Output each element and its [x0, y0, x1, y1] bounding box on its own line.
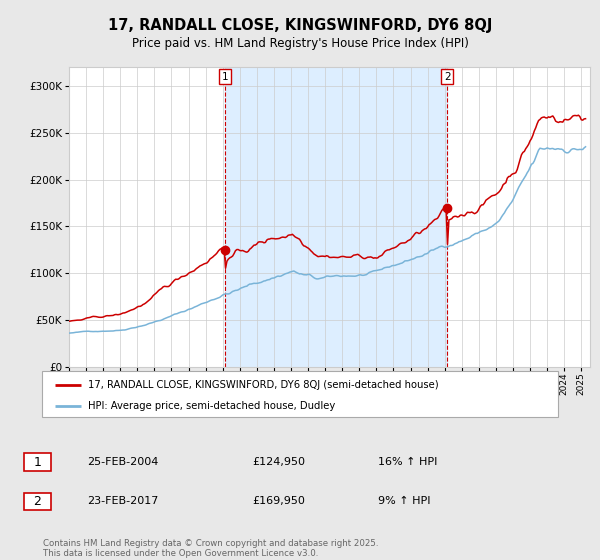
Text: 16% ↑ HPI: 16% ↑ HPI [378, 457, 437, 467]
Text: £169,950: £169,950 [252, 496, 305, 506]
Text: £124,950: £124,950 [252, 457, 305, 467]
FancyBboxPatch shape [23, 454, 50, 471]
Text: 9% ↑ HPI: 9% ↑ HPI [378, 496, 431, 506]
Text: Contains HM Land Registry data © Crown copyright and database right 2025.
This d: Contains HM Land Registry data © Crown c… [43, 539, 379, 558]
Text: Price paid vs. HM Land Registry's House Price Index (HPI): Price paid vs. HM Land Registry's House … [131, 37, 469, 50]
Text: 23-FEB-2017: 23-FEB-2017 [87, 496, 158, 506]
Text: 2: 2 [444, 72, 451, 82]
Text: 17, RANDALL CLOSE, KINGSWINFORD, DY6 8QJ: 17, RANDALL CLOSE, KINGSWINFORD, DY6 8QJ [108, 18, 492, 32]
Text: 17, RANDALL CLOSE, KINGSWINFORD, DY6 8QJ (semi-detached house): 17, RANDALL CLOSE, KINGSWINFORD, DY6 8QJ… [88, 380, 439, 390]
Text: 1: 1 [33, 456, 41, 469]
Text: 2: 2 [33, 495, 41, 508]
Text: HPI: Average price, semi-detached house, Dudley: HPI: Average price, semi-detached house,… [88, 401, 335, 410]
FancyBboxPatch shape [42, 371, 558, 417]
Text: 1: 1 [222, 72, 229, 82]
Bar [225, 67, 447, 367]
Text: 25-FEB-2004: 25-FEB-2004 [87, 457, 158, 467]
FancyBboxPatch shape [23, 493, 50, 510]
